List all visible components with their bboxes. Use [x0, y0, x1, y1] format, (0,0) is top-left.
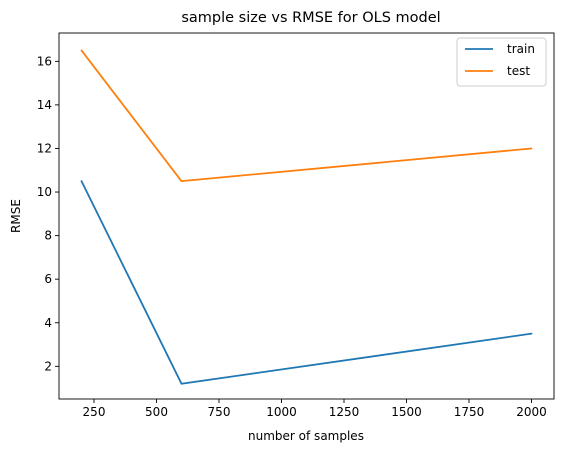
- y-tick-label: 6: [44, 272, 52, 286]
- legend: train test: [456, 37, 547, 87]
- y-tick-label: 12: [37, 141, 52, 155]
- plot-frame: [58, 32, 555, 400]
- y-tick-label: 8: [44, 229, 52, 243]
- x-tick-label: 1750: [454, 405, 485, 419]
- legend-label-test: test: [507, 64, 530, 78]
- y-tick-label: 10: [37, 185, 52, 199]
- data-point-test: [80, 49, 83, 52]
- y-tick-label: 16: [37, 54, 52, 68]
- data-point-train: [530, 332, 533, 335]
- data-point-train: [180, 382, 183, 385]
- x-tick-label: 500: [145, 405, 168, 419]
- y-tick-label: 2: [44, 359, 52, 373]
- legend-box: [456, 37, 547, 87]
- chart-title: sample size vs RMSE for OLS model: [181, 10, 440, 26]
- x-axis-ticks: 250 500 750 1000 1250 1500 1750 2000: [83, 399, 547, 419]
- x-tick-label: 1250: [329, 405, 360, 419]
- data-point-test: [530, 147, 533, 150]
- y-tick-label: 14: [37, 98, 52, 112]
- legend-label-train: train: [507, 42, 535, 56]
- x-tick-label: 1500: [391, 405, 422, 419]
- x-tick-label: 2000: [516, 405, 547, 419]
- x-axis-label: number of samples: [248, 429, 364, 443]
- data-point-test: [180, 180, 183, 183]
- x-tick-label: 750: [208, 405, 231, 419]
- y-axis-label: RMSE: [9, 199, 23, 233]
- x-tick-label: 250: [83, 405, 106, 419]
- legend-items: train test: [465, 42, 535, 78]
- series-layer: [80, 49, 533, 385]
- x-tick-label: 1000: [266, 405, 297, 419]
- y-axis-ticks: 2 4 6 8 10 12 14 16: [37, 54, 59, 373]
- y-tick-label: 4: [44, 316, 52, 330]
- data-point-train: [80, 180, 83, 183]
